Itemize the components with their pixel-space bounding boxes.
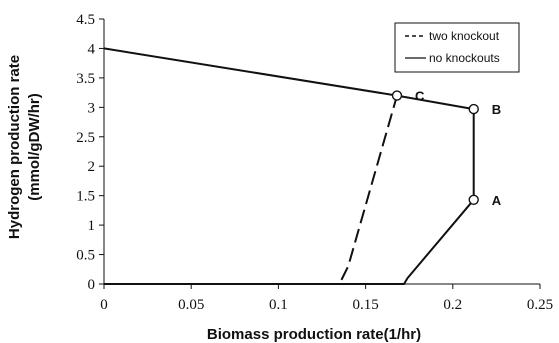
point-marker-b xyxy=(468,103,479,115)
legend: two knockout no knockouts xyxy=(394,22,520,73)
x-tick-label: 0.05 xyxy=(178,297,204,313)
y-axis-title-line-1: Hydrogen production rate xyxy=(6,55,23,239)
y-tick-label: 1 xyxy=(88,218,96,234)
plot-area xyxy=(103,47,475,285)
y-tick-label: 0 xyxy=(88,277,96,293)
x-tick-label: 0.25 xyxy=(527,297,553,313)
axes xyxy=(103,19,540,285)
point-label-a: A xyxy=(492,193,502,208)
point-label-c: C xyxy=(415,89,425,104)
series-line-no-knockouts xyxy=(103,47,475,285)
x-axis-ticks: 0 0.05 0.1 0.15 0.2 0.25 xyxy=(100,284,553,313)
legend-label-two-knockout: two knockout xyxy=(429,29,500,43)
y-tick-label: 2.5 xyxy=(76,130,95,146)
x-tick-label: 0 xyxy=(100,297,108,313)
y-tick-label: 3.5 xyxy=(76,71,95,87)
x-tick-label: 0.1 xyxy=(269,297,288,313)
annotation-markers: C B A xyxy=(391,89,502,208)
legend-label-no-knockouts: no knockouts xyxy=(429,51,500,65)
y-tick-label: 2 xyxy=(88,159,96,175)
y-tick-label: 4.5 xyxy=(76,12,95,28)
x-tick-label: 0.2 xyxy=(443,297,462,313)
point-marker-c xyxy=(391,90,403,101)
y-tick-label: 4 xyxy=(88,41,96,57)
y-tick-label: 0.5 xyxy=(76,248,95,264)
point-label-b: B xyxy=(492,102,501,117)
y-tick-label: 1.5 xyxy=(76,189,95,205)
y-tick-label: 3 xyxy=(88,100,96,116)
point-marker-a xyxy=(468,194,479,205)
series-line-two-knockout xyxy=(104,95,398,285)
x-tick-label: 0.15 xyxy=(352,297,378,313)
y-axis-ticks: 0 0.5 1 1.5 2 2.5 3 3.5 4 4.5 xyxy=(76,12,104,293)
y-axis-title-line-2: (mmol/gDW/hr) xyxy=(26,93,43,200)
x-axis-title: Biomass production rate(1/hr) xyxy=(207,326,421,343)
legend-box xyxy=(394,22,520,73)
